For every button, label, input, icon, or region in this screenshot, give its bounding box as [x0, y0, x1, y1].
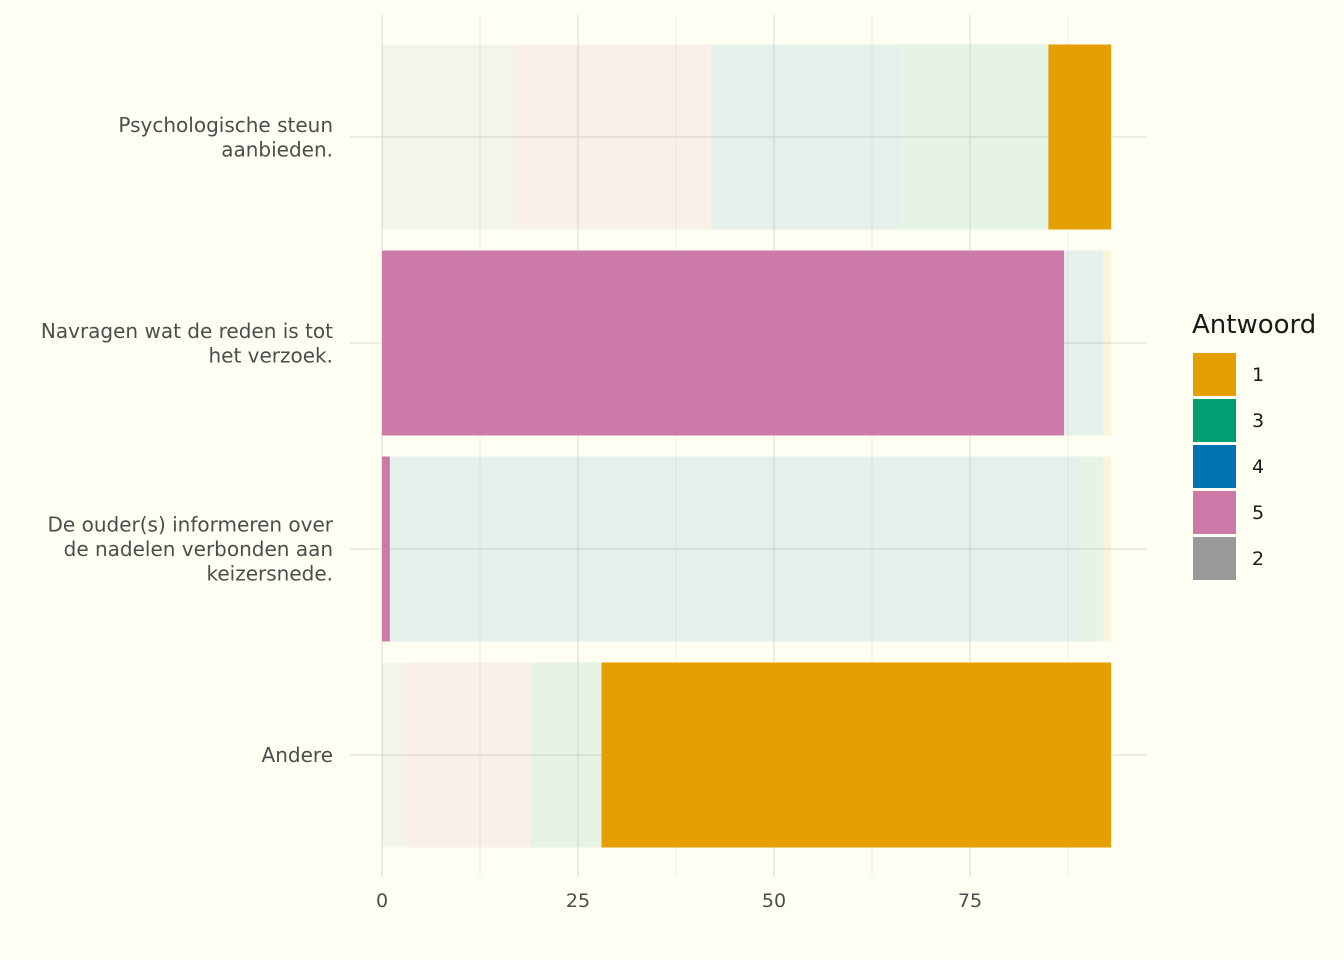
- legend-label-5: 5: [1252, 502, 1264, 524]
- category-label-3-line-0: Andere: [262, 743, 333, 767]
- category-label-1: Navragen wat de reden is tot het verzoek.: [41, 319, 333, 368]
- bar-cat2-series-1: [1103, 456, 1112, 642]
- legend-key-1: [1193, 353, 1236, 396]
- legend-key-2: [1193, 537, 1236, 580]
- legend-key-5: [1193, 491, 1236, 534]
- legend-label-1: 1: [1252, 364, 1264, 386]
- bar-cat0-series-1: [1048, 44, 1112, 230]
- x-tick-label-75: 75: [958, 890, 982, 912]
- legend-key-4: [1193, 445, 1236, 488]
- x-axis-ticks: 0 25 50 75: [376, 890, 982, 912]
- bar-cat1-series-4: [1064, 250, 1104, 436]
- bar-cat1-series-5: [382, 250, 1065, 436]
- bar-cat0-series-2: [382, 44, 516, 230]
- bars: [382, 44, 1112, 848]
- bar-cat3-series-3: [530, 662, 602, 848]
- bar-cat0-series-3: [899, 44, 1049, 230]
- category-label-2: De ouder(s) informeren over de nadelen ve…: [48, 513, 334, 586]
- bar-cat0-series-5: [515, 44, 712, 230]
- bar-cat3-series-1: [601, 662, 1112, 848]
- category-label-0-line-1: aanbieden.: [221, 137, 333, 161]
- category-label-1-line-0: Navragen wat de reden is tot: [41, 319, 333, 343]
- legend: Antwoord 1 3 4 5 2: [1192, 310, 1316, 580]
- category-label-2-line-0: De ouder(s) informeren over: [48, 513, 334, 537]
- bar-cat2-series-3: [1079, 456, 1104, 642]
- bar-cat2-series-5: [382, 456, 390, 642]
- bar-cat0-series-4: [711, 44, 900, 230]
- category-label-0-line-0: Psychologische steun: [118, 113, 333, 137]
- category-label-0: Psychologische steun aanbieden.: [118, 113, 333, 162]
- bar-cat3-series-5: [405, 662, 531, 848]
- bar-cat2-series-4: [389, 456, 1080, 642]
- x-tick-label-0: 0: [376, 890, 388, 912]
- category-label-2-line-2: keizersnede.: [206, 562, 333, 586]
- category-label-2-line-1: de nadelen verbonden aan: [64, 537, 333, 561]
- x-tick-label-25: 25: [566, 890, 590, 912]
- bar-cat3-series-2: [382, 662, 406, 848]
- category-label-3: Andere: [262, 743, 333, 767]
- category-labels: Psychologische steun aanbieden. Navragen w…: [41, 113, 334, 767]
- bar-cat1-series-1: [1103, 250, 1112, 436]
- legend-label-2: 2: [1252, 548, 1264, 570]
- legend-key-3: [1193, 399, 1236, 442]
- category-label-1-line-1: het verzoek.: [208, 343, 333, 367]
- x-tick-label-50: 50: [762, 890, 786, 912]
- legend-label-3: 3: [1252, 410, 1264, 432]
- legend-title: Antwoord: [1192, 310, 1316, 340]
- legend-label-4: 4: [1252, 456, 1264, 478]
